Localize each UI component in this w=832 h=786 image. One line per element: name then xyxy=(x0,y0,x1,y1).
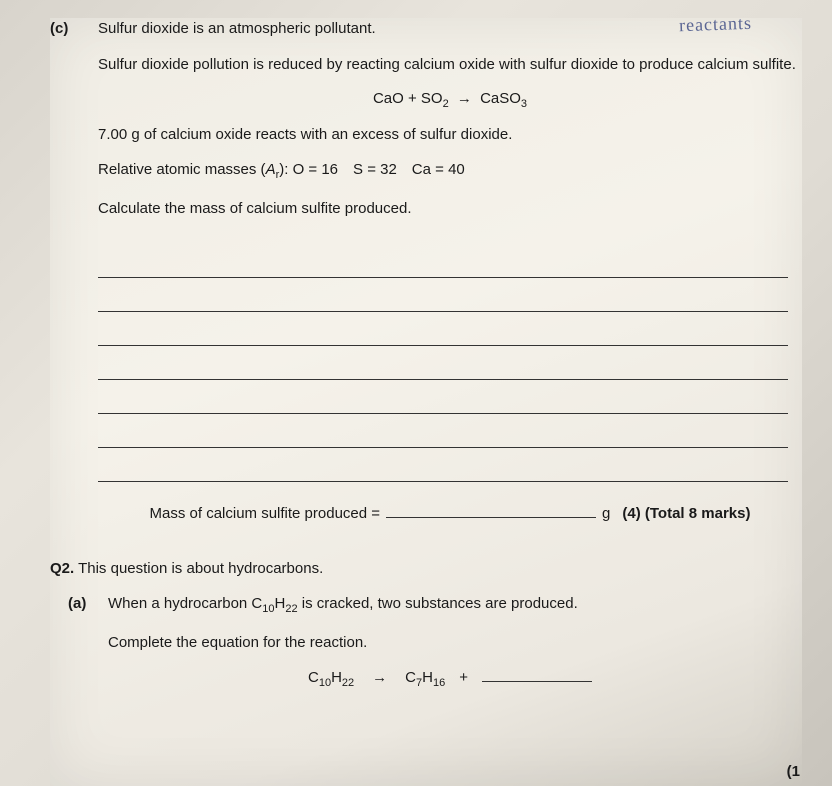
working-line[interactable] xyxy=(98,244,788,278)
answer-row: Mass of calcium sulfite produced = g (4)… xyxy=(98,504,802,522)
q2a-mid1: H xyxy=(275,595,286,612)
answer-label: Mass of calcium sulfite produced = xyxy=(150,505,381,522)
q2a-l1a: When a hydrocarbon C xyxy=(108,595,262,612)
eq2-a: C xyxy=(308,669,319,686)
part-c-line5: Calculate the mass of calcium sulfite pr… xyxy=(98,198,802,220)
eq2-b: C xyxy=(405,669,416,686)
eq2-bsub2: 16 xyxy=(433,677,445,689)
part-c-equation: CaO + SO2 → CaSO3 xyxy=(98,90,802,110)
eq-arrow: → xyxy=(453,90,476,107)
part-c-line3: 7.00 g of calcium oxide reacts with an e… xyxy=(98,124,802,146)
q2a-line2: Complete the equation for the reaction. xyxy=(108,632,792,654)
working-line[interactable] xyxy=(98,278,788,312)
working-lines xyxy=(98,244,802,482)
answer-marks: (4) (Total 8 marks) xyxy=(622,505,750,522)
q2-block: Q2. This question is about hydrocarbons.… xyxy=(50,560,802,689)
answer-unit: g xyxy=(602,505,610,522)
eq-lhs1: CaO xyxy=(373,90,404,107)
eq-rhs: CaSO xyxy=(480,90,521,107)
q2a-l1b: is cracked, two substances are produced. xyxy=(298,595,578,612)
q2a-sub2: 22 xyxy=(285,603,297,615)
eq-lhs2: SO xyxy=(421,90,443,107)
q2a-equation: C10H22 → C7H16 + xyxy=(108,668,792,689)
working-line[interactable] xyxy=(98,448,788,482)
part-c-line2: Sulfur dioxide pollution is reduced by r… xyxy=(98,54,802,76)
eq2-amid: H xyxy=(331,669,342,686)
eq-plus: + xyxy=(408,90,417,107)
eq2-asub1: 10 xyxy=(319,677,331,689)
eq2-rhs: C7H16 xyxy=(405,669,445,689)
eq2-blank[interactable] xyxy=(482,668,592,682)
answer-blank[interactable] xyxy=(386,504,596,518)
q2-header-row: Q2. This question is about hydrocarbons. xyxy=(50,560,802,577)
q2-intro: This question is about hydrocarbons. xyxy=(78,560,323,577)
working-line[interactable] xyxy=(98,380,788,414)
line4-pre: Relative atomic masses ( xyxy=(98,161,266,178)
q2a-line1: When a hydrocarbon C10H22 is cracked, tw… xyxy=(108,593,792,618)
part-c-label: (c) xyxy=(50,18,98,37)
working-line[interactable] xyxy=(98,312,788,346)
q2a-label: (a) xyxy=(68,593,108,612)
eq2-bmid: H xyxy=(422,669,433,686)
working-line[interactable] xyxy=(98,414,788,448)
working-line[interactable] xyxy=(98,346,788,380)
q2a-mark: (1 xyxy=(787,763,800,780)
eq-lhs2-sub: 2 xyxy=(443,98,449,110)
eq2-lhs: C10H22 xyxy=(308,669,354,689)
eq2-arrow: → xyxy=(368,669,391,686)
q2-label: Q2. xyxy=(50,560,74,577)
eq2-asub2: 22 xyxy=(342,677,354,689)
eq-rhs-sub: 3 xyxy=(521,98,527,110)
eq2-plus: + xyxy=(459,669,468,686)
part-c-line4: Relative atomic masses (Ar): O = 16 S = … xyxy=(98,159,802,184)
handwriting-scribble: reactants xyxy=(679,13,753,37)
line4-post: ): O = 16 S = 32 Ca = 40 xyxy=(279,161,465,178)
line4-ar: A xyxy=(266,161,276,178)
q2a-sub1: 10 xyxy=(262,603,274,615)
